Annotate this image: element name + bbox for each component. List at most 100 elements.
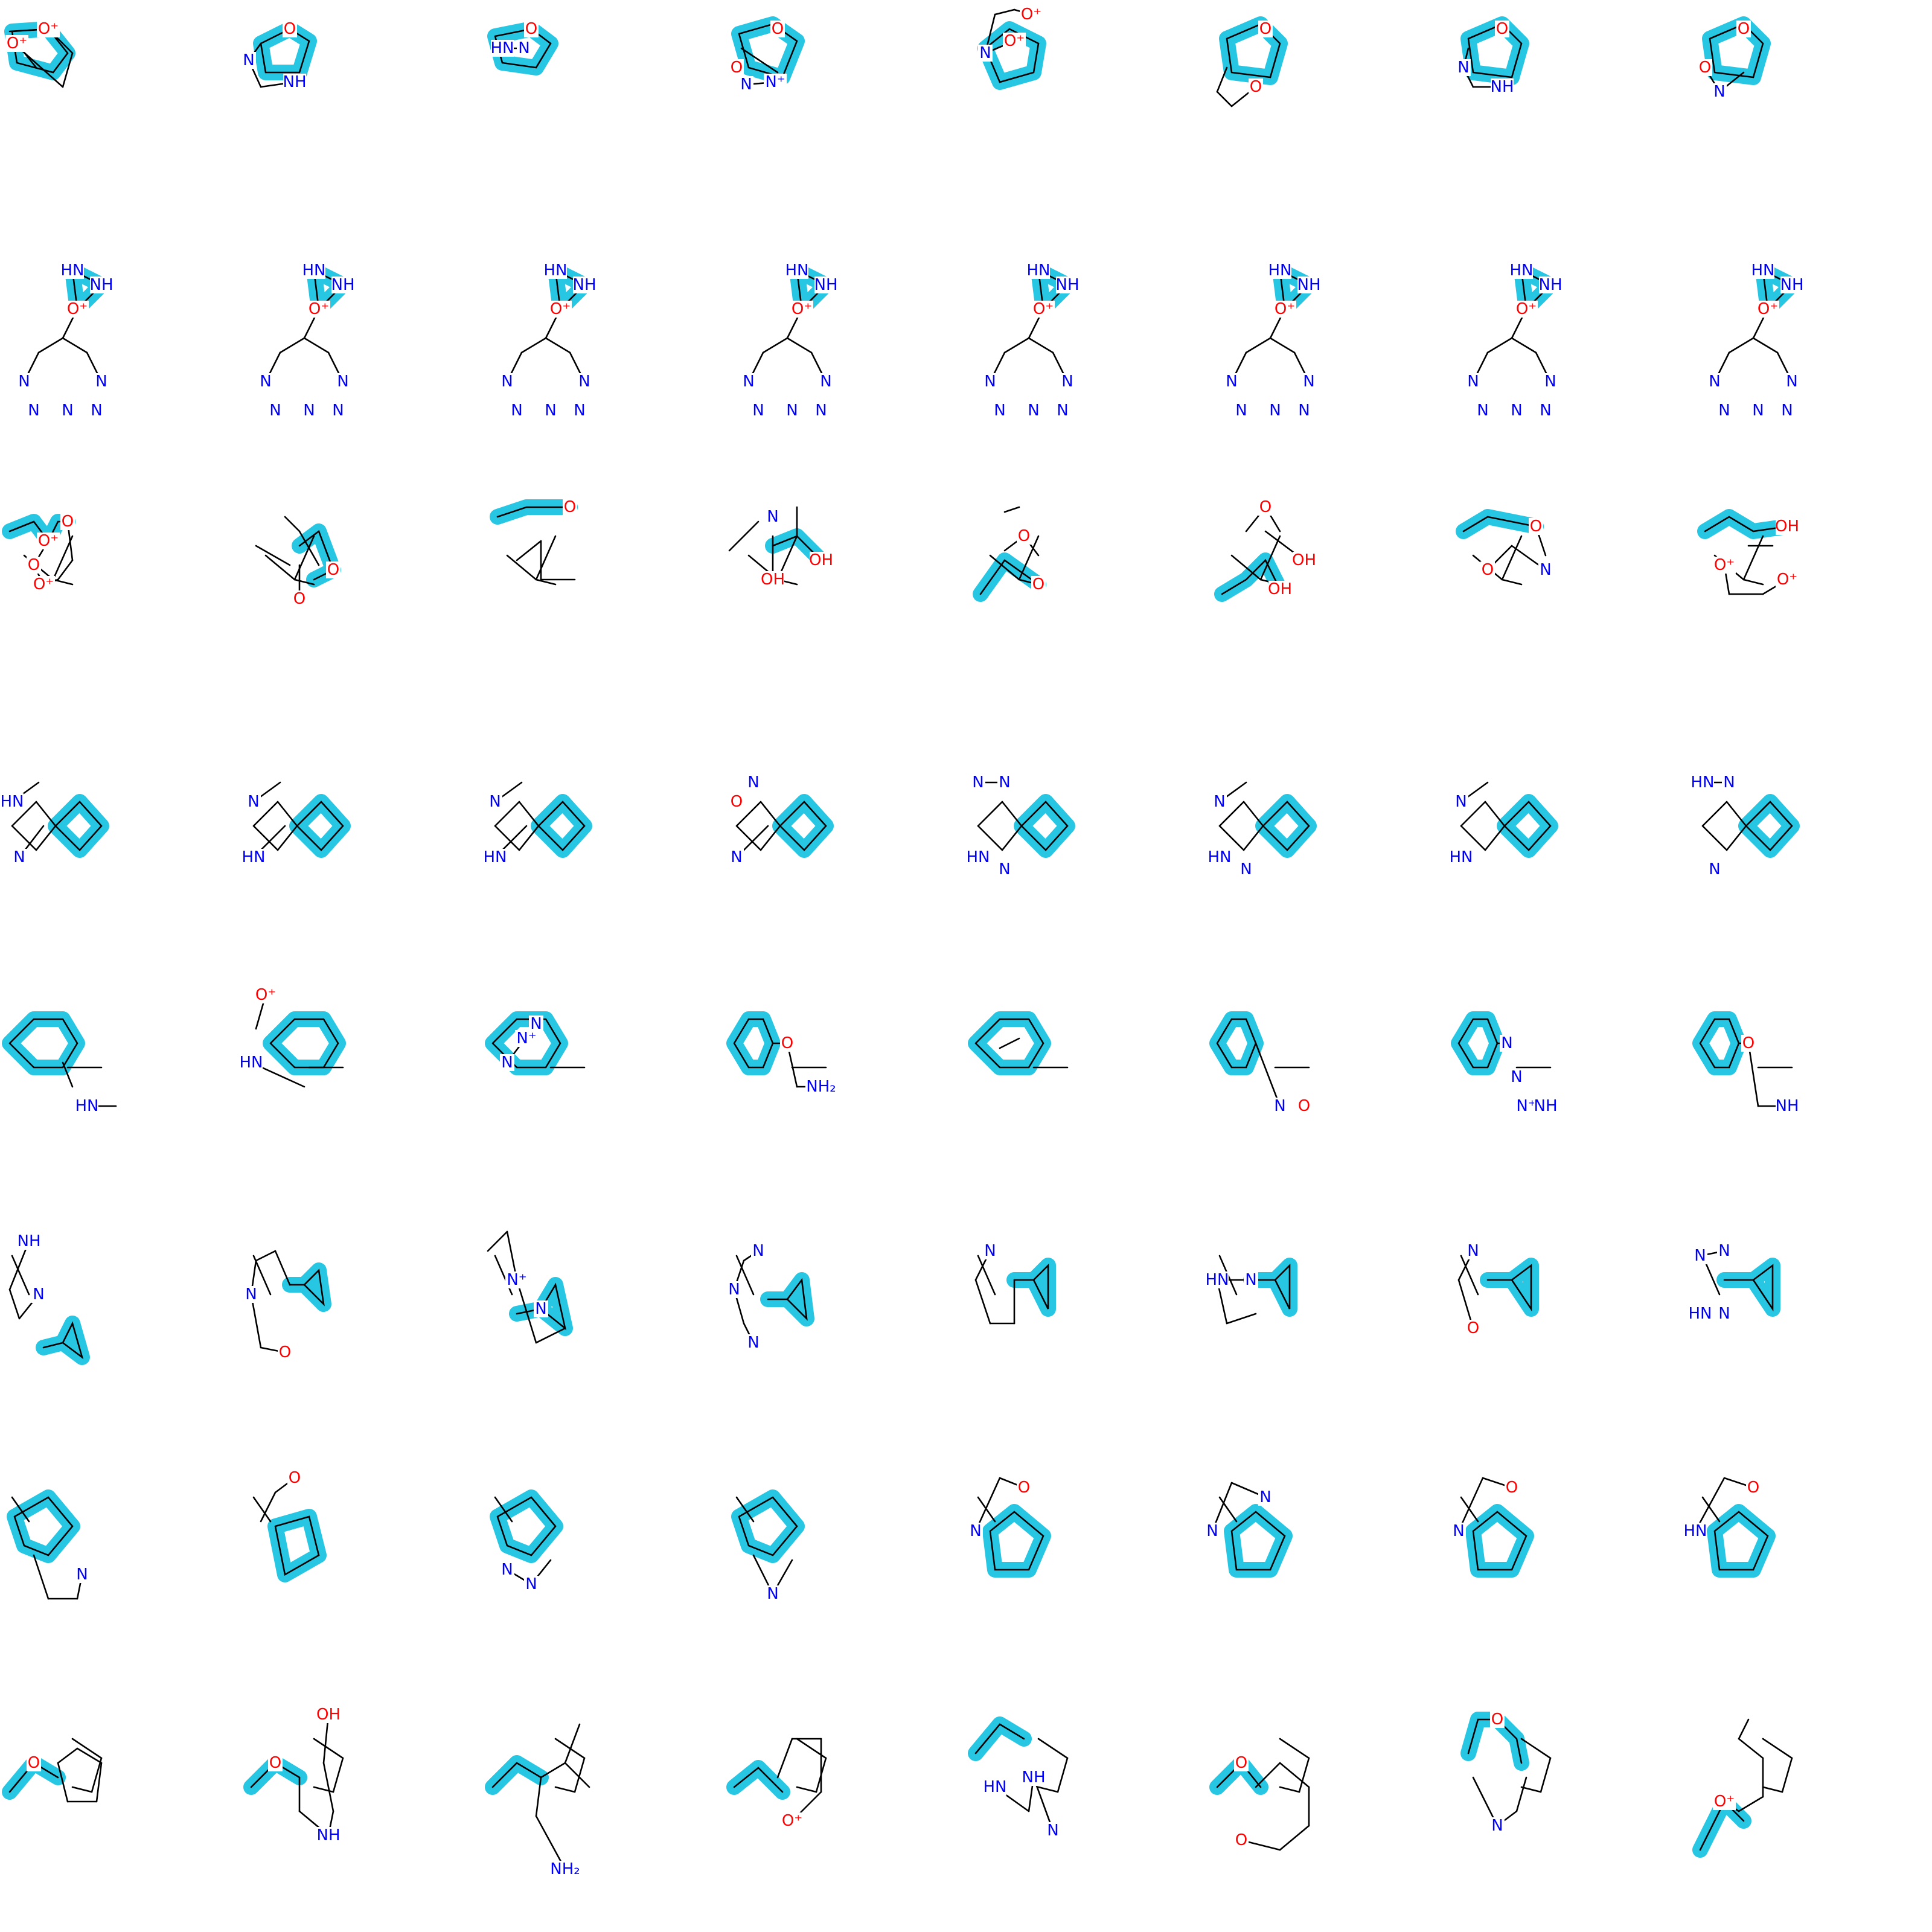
atom-label-background (75, 1098, 98, 1115)
atom-label: N (1723, 773, 1735, 792)
atom-label: OH (1268, 580, 1292, 598)
molecule-cell: N N⁺ N (483, 966, 724, 1208)
bond-line (1472, 1511, 1527, 1571)
molecule-structure: O⁺ (726, 1738, 827, 1830)
bond-line (1279, 1825, 1310, 1851)
atom-label: O⁺ (1033, 300, 1054, 318)
atom-label: N (994, 401, 1005, 420)
highlight-path (48, 794, 109, 858)
atom-label: O (1699, 59, 1711, 77)
atom-label: O⁺ (1714, 556, 1735, 574)
bond-line (1701, 801, 1728, 827)
bond-line (8, 1288, 21, 1320)
molecule-cell: N N HN N (1689, 1208, 1932, 1449)
bond-line (1279, 269, 1311, 311)
atom-label: O (1738, 20, 1750, 38)
highlight-path (726, 1760, 790, 1800)
bond-line (13, 1496, 74, 1556)
atom-label-background (302, 402, 316, 419)
atom-label-background (1509, 402, 1524, 419)
atom-label: N (728, 1281, 740, 1299)
atom-label: O (772, 20, 784, 38)
atom-label-background (1713, 1793, 1736, 1810)
atom-label: N (743, 373, 754, 391)
atom-label: N (999, 860, 1010, 878)
bond-line (740, 47, 779, 74)
atom-label-background (780, 1035, 795, 1052)
atom-label-background (1293, 552, 1316, 569)
molecule-structure: O⁺ HN (240, 986, 346, 1088)
atom-label: N (260, 373, 271, 391)
bond-line (252, 1255, 272, 1296)
atom-label: N (501, 1561, 513, 1579)
atom-label: N (518, 39, 529, 57)
atom-label: NH (1056, 276, 1080, 294)
atom-label-background (1480, 561, 1495, 578)
bond-line (57, 559, 74, 581)
bond-line (8, 1018, 78, 1069)
atom-label: O (1032, 575, 1044, 593)
bond-line (95, 1762, 103, 1803)
atom-label-background (751, 1243, 766, 1259)
atom-label-background (746, 774, 761, 791)
molecule-cell: HN NH O⁺ N N N N N (1690, 242, 1932, 483)
bond-line (1752, 337, 1779, 354)
atom-label: N (269, 401, 281, 420)
bond-line (796, 1738, 827, 1759)
highlight-path (1006, 1258, 1056, 1317)
bond-line (1259, 535, 1281, 581)
atom-label-background (781, 1812, 804, 1829)
bond-line (554, 1786, 576, 1793)
bond-line (260, 1491, 277, 1523)
atom-label: N (245, 1285, 257, 1303)
bond-line (42, 1321, 84, 1360)
bond-line (264, 554, 296, 581)
bond-line (1057, 1757, 1069, 1793)
atom-label: N (786, 401, 798, 420)
atom-label: N (1057, 401, 1068, 420)
atom-label-background (727, 1281, 741, 1298)
atom-label: N (1718, 1242, 1730, 1260)
atom-label-background (1466, 373, 1480, 390)
atom-label: NH₂ (806, 1078, 836, 1096)
atom-label: O⁺ (550, 300, 571, 318)
atom-label-background (246, 793, 261, 810)
atom-label: N (1240, 860, 1252, 878)
atom-label: O (284, 20, 296, 38)
molecule-structure: O (252, 1469, 327, 1582)
atom-label-background (258, 373, 273, 390)
bond-line (1245, 337, 1271, 354)
molecule-cell: O (242, 1449, 483, 1690)
atom-label: O (1018, 1479, 1030, 1497)
atom-label-background (544, 262, 567, 279)
atom-label: N (1709, 373, 1720, 391)
bond-line (535, 578, 557, 586)
bond-line (255, 545, 291, 566)
bond-line (728, 520, 760, 552)
bond-line (1460, 1255, 1479, 1296)
bond-line (52, 578, 74, 586)
bond-line (1262, 801, 1310, 851)
atom-label-background (573, 277, 596, 293)
atom-label-background (766, 1585, 780, 1602)
atom-label-background (729, 849, 744, 866)
atom-label: HN (544, 261, 568, 280)
molecule-cell: O O⁺ O O⁺ (0, 483, 242, 724)
atom-label: N (1752, 401, 1764, 420)
atom-label-background (1539, 277, 1562, 293)
atom-label-background (1722, 774, 1736, 791)
atom-label: N (1713, 83, 1725, 101)
atom-label: O (1491, 1710, 1503, 1729)
atom-label: O⁺ (782, 1812, 802, 1830)
atom-label-background (1476, 402, 1490, 419)
atom-label: HN (1, 793, 24, 811)
molecule-structure: OO (1209, 1738, 1310, 1851)
atom-label-background (543, 402, 558, 419)
bond-line (540, 1762, 566, 1779)
bond-line (1781, 1757, 1793, 1793)
bond-line (293, 578, 315, 586)
atom-label-background (500, 1561, 514, 1578)
atom-label-background (739, 76, 753, 93)
atom-label-background (971, 774, 985, 791)
